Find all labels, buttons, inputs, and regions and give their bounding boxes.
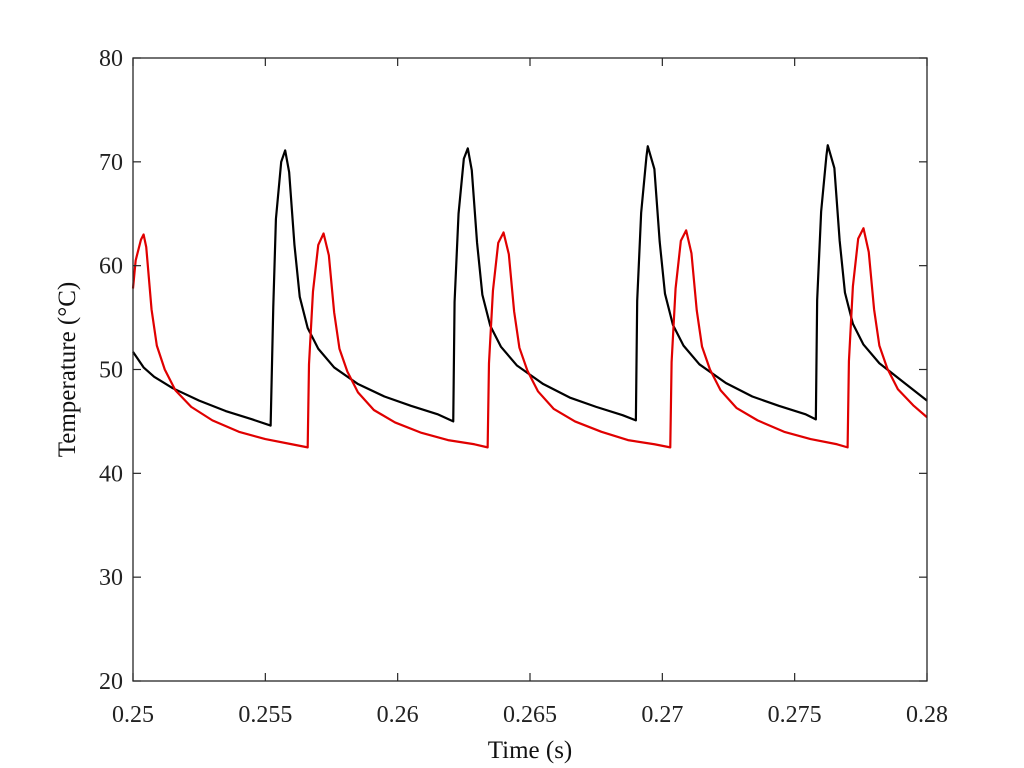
y-tick-label: 60 (99, 254, 123, 280)
x-tick-label: 0.275 (768, 702, 822, 728)
y-tick-label: 70 (99, 150, 123, 176)
tick-layer: 0.25 0.255 0.26 0.265 0.27 0.275 0.28 20 30 40 50 6… (99, 46, 948, 728)
x-tick-label: 0.28 (906, 702, 948, 728)
y-tick-label: 40 (99, 461, 123, 487)
plot-area (133, 58, 927, 681)
series-line-2 (131, 227, 928, 449)
x-tick-label: 0.27 (641, 702, 683, 728)
y-tick-label: 20 (99, 669, 123, 695)
x-tick-label: 0.25 (112, 702, 154, 728)
y-tick-label: 80 (99, 46, 123, 72)
x-tick-label: 0.265 (503, 702, 557, 728)
series-line-1 (132, 144, 928, 427)
series-layer (131, 144, 928, 449)
x-tick-label: 0.26 (377, 702, 419, 728)
x-axis-title: Time (s) (488, 737, 573, 764)
y-axis-title: Temperature (°C) (54, 282, 81, 458)
y-tick-label: 30 (99, 565, 123, 591)
x-tick-label: 0.255 (238, 702, 292, 728)
y-tick-label: 50 (99, 358, 123, 384)
